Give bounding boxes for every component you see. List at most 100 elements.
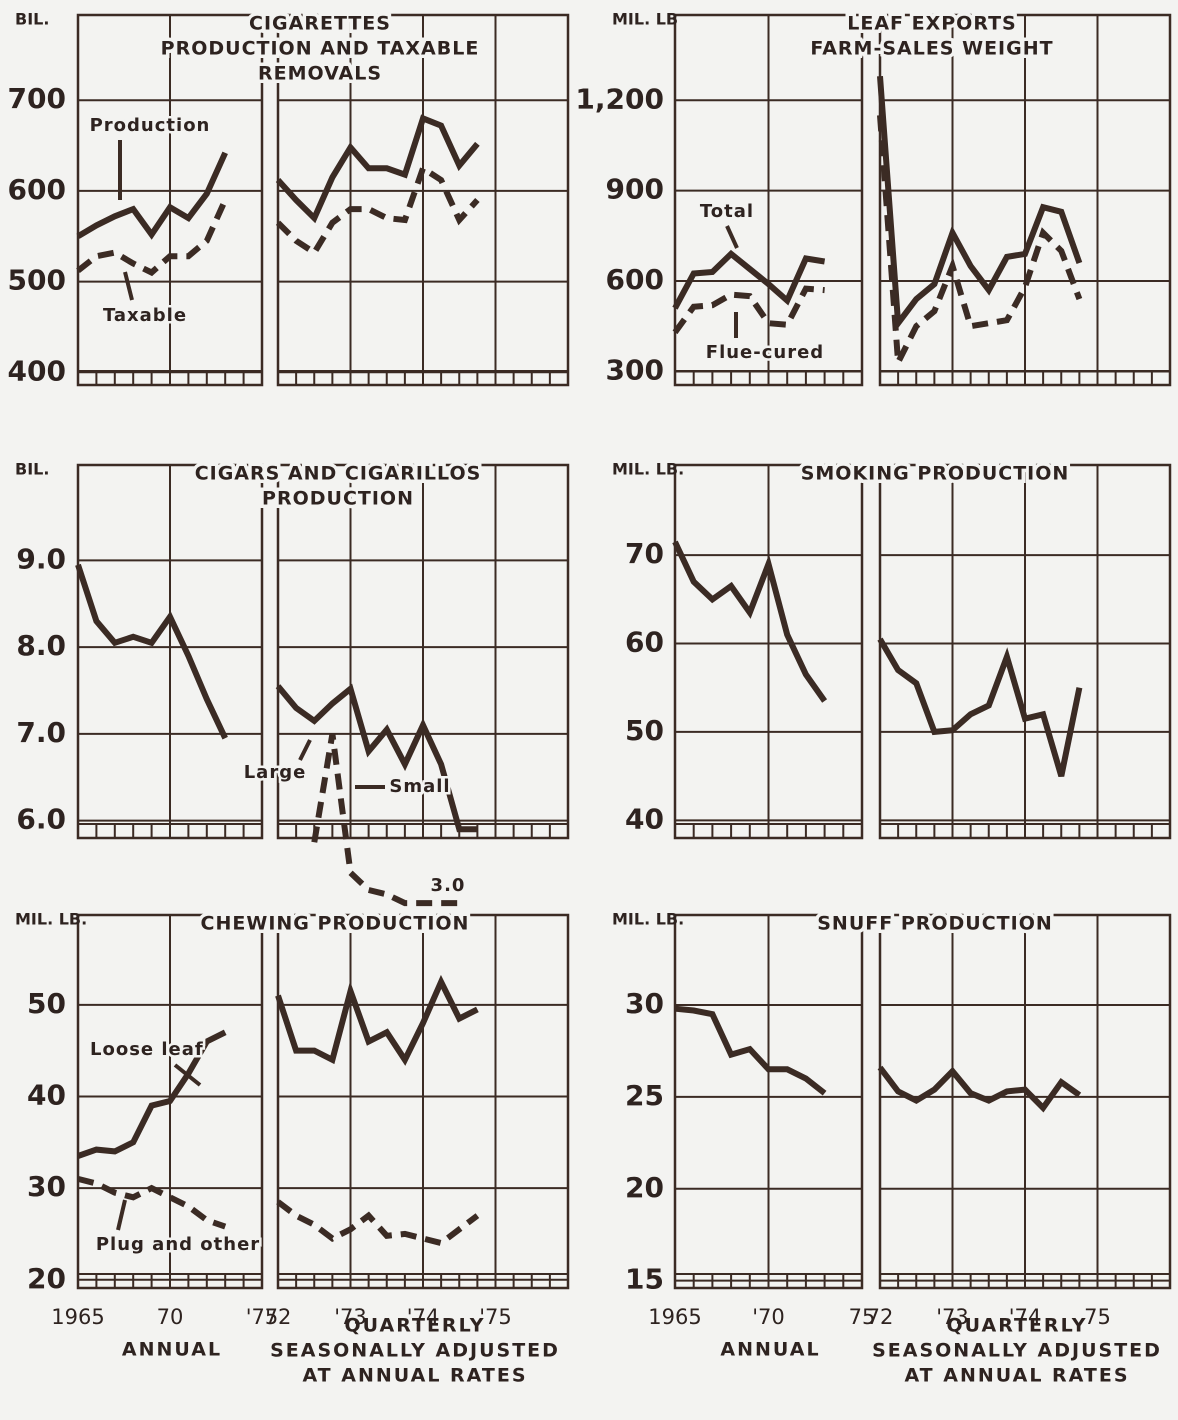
- x-tick-label: 1965: [51, 1305, 104, 1329]
- leader-line: [298, 739, 312, 761]
- x-tick-label: '75: [479, 1305, 512, 1329]
- chart-title: SNUFF PRODUCTION: [817, 913, 1053, 935]
- x-tick-label: 70: [157, 1305, 184, 1329]
- x-tick-label: '70: [752, 1305, 785, 1329]
- x-tick-label: '73: [936, 1305, 969, 1329]
- series-line: [275, 163, 480, 257]
- y-tick-label: 30: [625, 987, 664, 1020]
- series-line: [877, 1065, 1082, 1113]
- leader-line: [725, 225, 739, 249]
- minor-ticks: [879, 823, 1171, 838]
- series-label: Flue-cured: [706, 342, 824, 363]
- panel-label: ANNUAL: [720, 1339, 820, 1361]
- y-tick-label: 40: [27, 1078, 66, 1111]
- series-line: [77, 1029, 227, 1159]
- series-label: Large: [244, 762, 307, 783]
- y-tick-label: 6.0: [16, 803, 66, 836]
- minor-ticks: [277, 1273, 569, 1288]
- chart-panel: 300 600 900 1,200 MIL. LB LEAF EXPORTS FARM-SA…: [575, 9, 1172, 386]
- y-tick-label: 20: [27, 1262, 66, 1295]
- panel-label: AT ANNUAL RATES: [302, 1365, 527, 1387]
- y-axis-label: MIL. LB: [612, 10, 678, 29]
- x-tick-label: '74: [1009, 1305, 1042, 1329]
- series-line: [877, 115, 1083, 374]
- y-axis-label: BIL.: [15, 460, 49, 479]
- chart-panel: 40 50 60 70 MIL. LB. SMOKING PRODUCTION: [612, 459, 1172, 840]
- y-tick-label: 20: [625, 1171, 664, 1204]
- chart-panel: 400 500 600 700 BIL. CIGARETTES PRODUCTION AND…: [8, 9, 570, 387]
- y-tick-label: 7.0: [16, 716, 66, 749]
- panel-label: SEASONALLY ADJUSTED: [270, 1340, 560, 1362]
- chart-title: CIGARETTES: [249, 13, 391, 35]
- series-line: [76, 151, 228, 240]
- y-axis-label: MIL. LB.: [612, 910, 684, 929]
- y-tick-label: 50: [27, 987, 66, 1020]
- series-line: [672, 540, 828, 703]
- y-tick-label: 400: [8, 354, 66, 387]
- series-line: [275, 974, 479, 1066]
- panel-label: SEASONALLY ADJUSTED: [872, 1340, 1162, 1362]
- minor-ticks: [879, 370, 1171, 385]
- y-tick-label: 60: [625, 626, 664, 659]
- series-line: [275, 114, 480, 224]
- y-tick-label: 9.0: [16, 542, 66, 575]
- x-tick-label: '74: [407, 1305, 440, 1329]
- y-tick-label: 8.0: [16, 629, 66, 662]
- series-label: Small: [389, 776, 450, 797]
- x-tick-label: 1965: [648, 1305, 701, 1329]
- panel-label: QUARTERLY: [345, 1315, 486, 1337]
- series-line: [672, 249, 826, 310]
- minor-ticks: [674, 823, 863, 838]
- y-tick-label: 600: [8, 173, 66, 206]
- series-line: [75, 563, 228, 740]
- series-label: Taxable: [103, 305, 187, 326]
- series-line: [674, 1005, 827, 1096]
- panel-label: AT ANNUAL RATES: [904, 1365, 1129, 1387]
- series-line: [877, 75, 1083, 332]
- chart-title: PRODUCTION: [262, 488, 414, 510]
- chart-title: REMOVALS: [258, 63, 382, 85]
- series-label: Plug and other: [96, 1234, 260, 1255]
- y-tick-label: 600: [606, 263, 664, 296]
- chart-panel: 6.0 7.0 8.0 9.0 BIL. CIGARS AND CIGARILLOS PRO…: [15, 459, 570, 907]
- leader-line: [123, 271, 134, 301]
- panel-label: ANNUAL: [122, 1339, 222, 1361]
- chart-title: PRODUCTION AND TAXABLE: [161, 38, 480, 60]
- series-label: Total: [700, 201, 754, 222]
- chart-title: FARM-SALES WEIGHT: [810, 38, 1053, 60]
- minor-ticks: [277, 823, 569, 838]
- series-line: [76, 198, 228, 277]
- y-tick-label: 70: [625, 537, 664, 570]
- y-axis-label: MIL. LB.: [612, 460, 684, 479]
- annotation: 3.0: [431, 875, 466, 896]
- x-tick-label: 75: [1084, 1305, 1111, 1329]
- series-line: [77, 1175, 227, 1230]
- x-tick-label: '75: [246, 1305, 279, 1329]
- y-axis-label: BIL.: [15, 10, 49, 29]
- x-tick-label: 72: [265, 1305, 292, 1329]
- x-tick-label: '73: [334, 1305, 367, 1329]
- chart-title: CHEWING PRODUCTION: [201, 913, 470, 935]
- y-tick-label: 500: [8, 264, 66, 297]
- series-line: [672, 285, 825, 335]
- series-line: [276, 1199, 480, 1247]
- y-tick-label: 300: [606, 353, 664, 386]
- x-tick-label: 72: [867, 1305, 894, 1329]
- x-tick-label: 75: [849, 1305, 876, 1329]
- y-tick-label: 30: [27, 1170, 66, 1203]
- y-tick-label: 700: [8, 82, 66, 115]
- series-line: [275, 683, 478, 833]
- chart-title: LEAF EXPORTS: [847, 13, 1017, 35]
- chart-title: SMOKING PRODUCTION: [801, 463, 1070, 485]
- panel-label: QUARTERLY: [947, 1315, 1088, 1337]
- series-line: [311, 733, 460, 907]
- minor-ticks: [77, 1273, 263, 1288]
- series-label: Production: [90, 115, 211, 136]
- series-line: [877, 637, 1083, 777]
- y-tick-label: 50: [625, 714, 664, 747]
- leader-line: [116, 1199, 127, 1231]
- y-tick-label: 1,200: [575, 82, 664, 115]
